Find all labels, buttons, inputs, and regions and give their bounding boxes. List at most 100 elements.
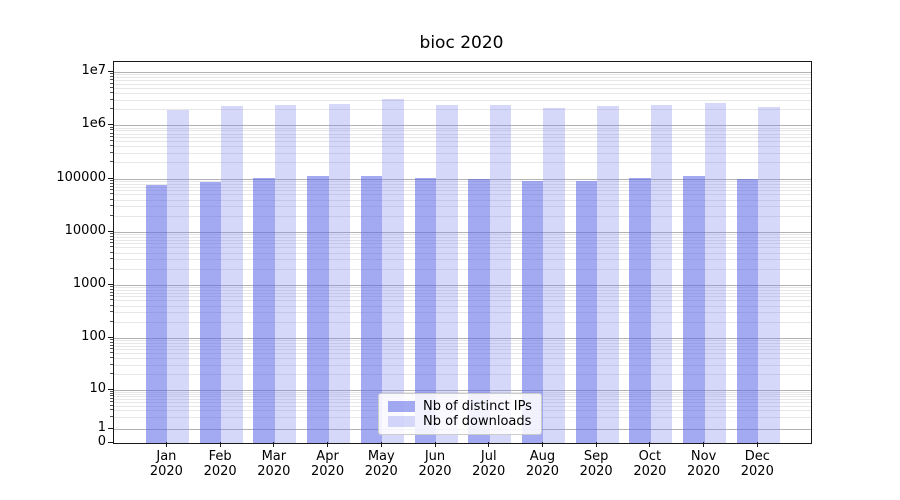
x-tick — [541, 442, 543, 447]
minor-gridline — [114, 80, 811, 82]
minor-gridline — [114, 99, 811, 101]
y-tick-label: 100 — [81, 328, 106, 344]
y-minor-tick — [110, 189, 113, 191]
y-minor-tick — [110, 373, 113, 375]
legend-item-downloads: Nb of downloads — [388, 414, 533, 429]
minor-gridline — [114, 74, 811, 76]
y-minor-tick — [110, 311, 113, 313]
y-minor-tick — [110, 299, 113, 301]
minor-gridline — [114, 247, 811, 249]
minor-gridline — [114, 243, 811, 245]
minor-gridline — [114, 300, 811, 302]
bar-downloads-may — [382, 99, 404, 443]
y-tick-label: 1000 — [72, 275, 106, 291]
y-minor-tick — [110, 304, 113, 306]
y-minor-tick — [110, 251, 113, 253]
chart-title: bioc 2020 — [419, 33, 504, 53]
legend: Nb of distinct IPs Nb of downloads — [378, 393, 542, 435]
bar-distinct-ips-feb — [199, 181, 222, 443]
minor-gridline — [114, 215, 811, 217]
bar-downloads-apr — [328, 104, 351, 443]
minor-gridline — [114, 268, 811, 270]
minor-gridline — [114, 349, 811, 351]
x-tick — [649, 442, 651, 447]
minor-gridline — [114, 133, 811, 135]
bar-distinct-ips-may — [360, 176, 383, 443]
bar-downloads-aug — [543, 108, 565, 443]
minor-gridline — [114, 305, 811, 307]
minor-gridline — [114, 391, 811, 393]
minor-gridline — [114, 252, 811, 254]
minor-gridline — [114, 353, 811, 355]
minor-gridline — [114, 374, 811, 376]
y-tick — [108, 442, 113, 443]
y-minor-tick — [110, 92, 113, 94]
legend-label-downloads: Nb of downloads — [423, 414, 532, 429]
bar-distinct-ips-nov — [683, 175, 705, 443]
minor-gridline — [114, 194, 811, 196]
minor-gridline — [114, 345, 811, 347]
minor-gridline — [114, 342, 811, 344]
y-minor-tick — [110, 258, 113, 260]
y-minor-tick — [110, 126, 113, 128]
bar-downloads-jun — [436, 105, 458, 443]
x-tick-label: Apr 2020 — [311, 449, 345, 479]
minor-gridline — [114, 141, 811, 143]
minor-gridline — [114, 137, 811, 139]
y-minor-tick — [110, 73, 113, 75]
y-tick-label: 0 — [97, 434, 106, 449]
minor-gridline — [114, 127, 811, 129]
legend-label-distinct-ips: Nb of distinct IPs — [423, 399, 532, 414]
x-tick — [703, 442, 705, 447]
y-tick-label: 1e7 — [81, 63, 106, 78]
y-minor-tick — [110, 341, 113, 343]
minor-gridline — [114, 83, 811, 85]
minor-gridline — [114, 88, 811, 90]
minor-gridline — [114, 339, 811, 341]
bar-distinct-ips-mar — [253, 177, 275, 443]
y-minor-tick — [110, 320, 113, 322]
y-minor-tick — [110, 285, 113, 287]
minor-gridline — [114, 296, 811, 298]
x-tick — [165, 442, 167, 447]
y-minor-tick — [110, 404, 113, 406]
y-minor-tick — [110, 395, 113, 397]
minor-gridline — [114, 236, 811, 238]
x-tick-label: Dec 2020 — [740, 449, 774, 479]
x-tick-label: Jul 2020 — [472, 449, 506, 479]
x-tick-label: Oct 2020 — [633, 449, 667, 479]
major-gridline — [114, 231, 811, 233]
bar-downloads-oct — [650, 104, 673, 443]
bar-distinct-ips-aug — [521, 181, 544, 443]
y-minor-tick — [110, 416, 113, 418]
minor-gridline — [114, 239, 811, 241]
minor-gridline — [114, 186, 811, 188]
major-gridline — [114, 337, 811, 339]
x-tick-label: Mar 2020 — [257, 449, 291, 479]
y-minor-tick — [110, 246, 113, 248]
legend-swatch-downloads — [388, 416, 415, 427]
major-gridline — [114, 178, 811, 180]
y-minor-tick — [110, 145, 113, 147]
y-minor-tick — [110, 182, 113, 184]
y-minor-tick — [110, 267, 113, 269]
minor-gridline — [114, 199, 811, 201]
minor-gridline — [114, 358, 811, 360]
bar-downloads-dec — [758, 106, 780, 443]
y-tick-label: 10 — [89, 381, 106, 396]
bar-downloads-mar — [274, 104, 297, 443]
minor-gridline — [114, 289, 811, 291]
x-tick — [219, 442, 221, 447]
y-minor-tick — [110, 214, 113, 216]
y-minor-tick — [110, 400, 113, 402]
y-minor-tick — [110, 198, 113, 200]
y-minor-tick — [110, 235, 113, 237]
bar-distinct-ips-dec — [736, 179, 759, 443]
y-minor-tick — [110, 161, 113, 163]
x-tick-label: Sep 2020 — [579, 449, 613, 479]
minor-gridline — [114, 130, 811, 132]
y-minor-tick — [110, 179, 113, 181]
y-minor-tick — [110, 357, 113, 359]
y-tick — [108, 124, 113, 126]
